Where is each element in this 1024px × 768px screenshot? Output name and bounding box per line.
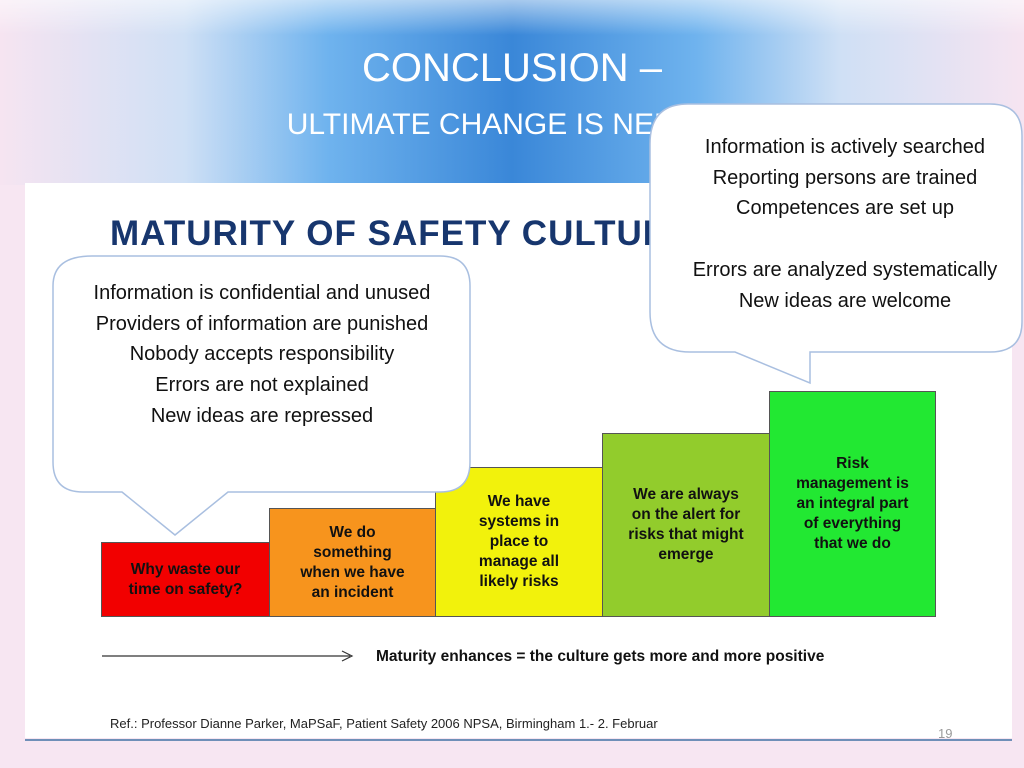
left-bubble-line: Nobody accepts responsibility [129, 343, 395, 366]
maturity-step-3: We have systems in place to manage all l… [435, 467, 603, 617]
right-bubble-line: Information is actively searched [704, 136, 986, 158]
slide-title: CONCLUSION – [361, 46, 663, 90]
maturity-step-3-label: We have systems in place to manage all l… [478, 493, 560, 590]
reference-note: Ref.: Professor Dianne Parker, MaPSaF, P… [110, 716, 658, 731]
right-bubble-text: Information is actively searched Reporti… [662, 132, 1024, 316]
maturity-arrow [102, 650, 354, 662]
maturity-step-4-label: We are always on the alert for risks tha… [628, 486, 744, 563]
right-speech-bubble [649, 103, 1023, 385]
left-bubble-line: New ideas are repressed [150, 404, 374, 427]
maturity-step-2: We do something when we have an incident [269, 508, 436, 617]
left-bubble-line: Errors are not explained [155, 374, 369, 397]
bottom-divider [25, 739, 1012, 741]
maturity-step-1: Why waste our time on safety? [101, 542, 270, 617]
diagram-title: MATURITY OF SAFETY CULTURE [110, 214, 694, 253]
right-bubble-line [662, 224, 1024, 255]
page-number: 19 [938, 726, 953, 741]
right-bubble-line: New ideas are welcome [738, 289, 952, 312]
maturity-step-2-label: We do something when we have an incident [300, 523, 405, 601]
maturity-step-1-label: Why waste our time on safety? [128, 560, 243, 598]
arrow-caption: Maturity enhances = the culture gets mor… [376, 648, 825, 665]
maturity-step-5-label: Risk management is an integral part of e… [796, 455, 909, 552]
left-bubble-line: Information is confidential and unused [93, 282, 431, 304]
title-banner [0, 0, 1024, 185]
maturity-step-5: Risk management is an integral part of e… [769, 391, 936, 617]
left-bubble-line: Providers of information are punished [95, 312, 429, 335]
left-speech-bubble [52, 255, 471, 536]
left-bubble-text: Information is confidential and unused P… [55, 278, 469, 432]
right-bubble-line: Errors are analyzed systematically [692, 258, 998, 281]
right-bubble-line: Reporting persons are trained [712, 166, 978, 189]
right-bubble-line: Competences are set up [736, 197, 954, 220]
